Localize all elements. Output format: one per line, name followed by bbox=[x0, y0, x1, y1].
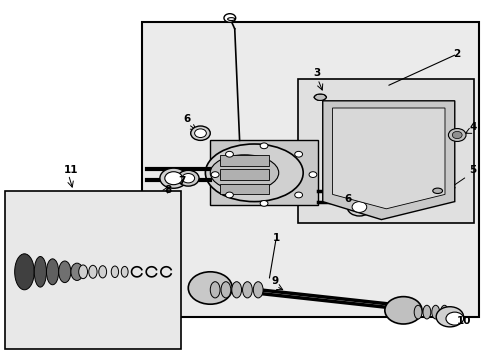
Ellipse shape bbox=[121, 266, 128, 277]
Circle shape bbox=[190, 126, 210, 140]
Circle shape bbox=[451, 131, 461, 139]
Circle shape bbox=[351, 202, 366, 212]
Ellipse shape bbox=[432, 188, 442, 194]
Circle shape bbox=[308, 172, 316, 177]
Circle shape bbox=[188, 272, 232, 304]
Ellipse shape bbox=[221, 282, 230, 298]
Bar bbox=[210, 140, 317, 205]
Text: 4: 4 bbox=[468, 122, 476, 132]
Bar bbox=[298, 79, 473, 223]
Text: 9: 9 bbox=[271, 276, 278, 287]
Ellipse shape bbox=[99, 266, 106, 278]
Ellipse shape bbox=[242, 282, 252, 298]
Ellipse shape bbox=[210, 282, 220, 298]
Polygon shape bbox=[332, 108, 444, 209]
Ellipse shape bbox=[34, 256, 46, 287]
Ellipse shape bbox=[422, 305, 430, 319]
Text: 5: 5 bbox=[468, 165, 476, 175]
Circle shape bbox=[260, 143, 267, 149]
Circle shape bbox=[160, 168, 187, 188]
Circle shape bbox=[224, 14, 235, 22]
Text: 2: 2 bbox=[453, 49, 460, 59]
Circle shape bbox=[177, 170, 199, 186]
Text: 1: 1 bbox=[272, 233, 279, 243]
Ellipse shape bbox=[59, 261, 71, 283]
Ellipse shape bbox=[71, 263, 83, 280]
Ellipse shape bbox=[46, 259, 59, 285]
Circle shape bbox=[346, 198, 371, 216]
Bar bbox=[220, 155, 268, 166]
Polygon shape bbox=[322, 101, 454, 220]
Ellipse shape bbox=[253, 282, 263, 298]
Ellipse shape bbox=[15, 254, 34, 290]
Circle shape bbox=[225, 192, 233, 198]
Bar bbox=[142, 22, 478, 317]
Bar bbox=[220, 184, 268, 194]
Text: 6: 6 bbox=[183, 114, 190, 125]
Text: 10: 10 bbox=[456, 316, 471, 326]
Ellipse shape bbox=[111, 266, 118, 278]
Circle shape bbox=[447, 129, 465, 141]
Ellipse shape bbox=[89, 265, 97, 278]
Circle shape bbox=[182, 174, 194, 183]
Ellipse shape bbox=[313, 94, 326, 100]
Ellipse shape bbox=[205, 144, 303, 202]
Ellipse shape bbox=[79, 265, 87, 279]
Circle shape bbox=[294, 151, 302, 157]
Text: 3: 3 bbox=[312, 68, 320, 78]
Circle shape bbox=[211, 172, 219, 177]
Bar bbox=[220, 169, 268, 180]
Circle shape bbox=[294, 192, 302, 198]
Circle shape bbox=[225, 151, 233, 157]
Circle shape bbox=[435, 307, 463, 327]
Text: 7: 7 bbox=[178, 176, 185, 186]
Ellipse shape bbox=[231, 282, 241, 298]
Circle shape bbox=[194, 129, 206, 138]
Text: 11: 11 bbox=[63, 165, 78, 175]
Ellipse shape bbox=[413, 305, 421, 319]
Circle shape bbox=[164, 172, 182, 185]
Text: 6: 6 bbox=[344, 194, 351, 204]
Text: 8: 8 bbox=[164, 185, 171, 195]
Ellipse shape bbox=[431, 305, 439, 319]
Circle shape bbox=[445, 312, 463, 325]
Ellipse shape bbox=[440, 305, 447, 319]
Circle shape bbox=[260, 201, 267, 206]
Ellipse shape bbox=[210, 155, 278, 191]
Bar bbox=[5, 191, 181, 349]
Ellipse shape bbox=[227, 18, 234, 21]
Circle shape bbox=[384, 297, 421, 324]
